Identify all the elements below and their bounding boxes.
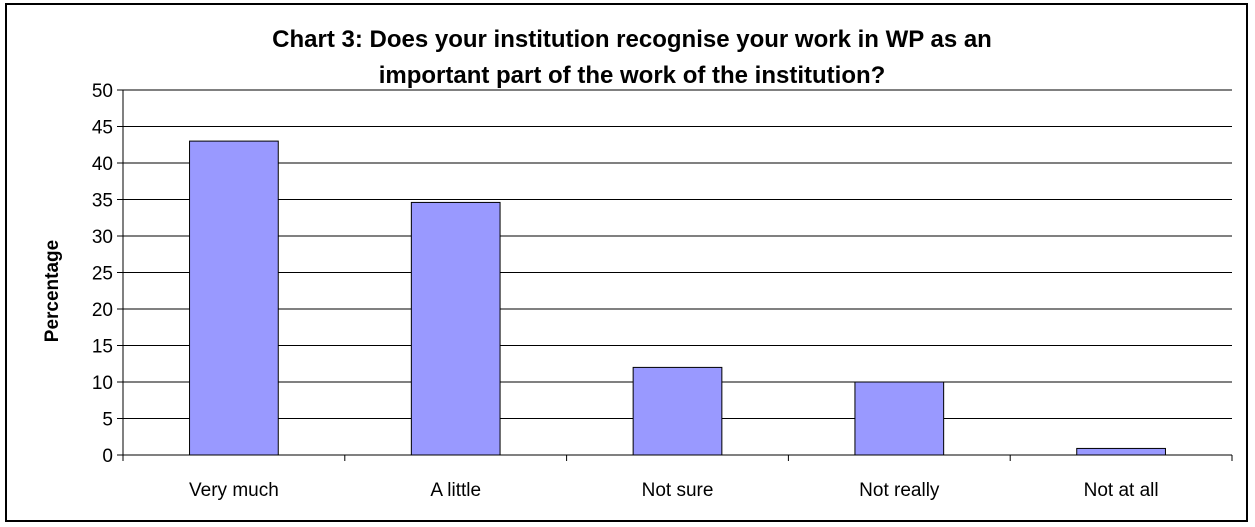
x-category-label: Not sure [642,480,714,501]
bar [632,366,723,456]
x-category-label: Very much [189,480,279,501]
chart-title-line-2: important part of the work of the instit… [379,62,886,89]
x-category-label: A little [430,480,481,501]
y-tick-label: 15 [92,337,113,358]
y-tick-label: 40 [92,154,113,175]
y-tick-labels: 0 5 10 15 20 25 30 35 40 45 50 [92,81,113,467]
axes [117,89,1233,461]
bar [854,381,945,456]
gridlines [123,89,1232,419]
y-tick-label: 10 [92,373,113,394]
y-tick-label: 30 [92,227,113,248]
y-tick-label: 50 [92,81,113,102]
y-tick-label: 45 [92,118,113,139]
chart-title: Chart 3: Does your institution recognise… [272,26,992,89]
y-tick-label: 5 [102,410,113,431]
y-tick-label: 35 [92,191,113,212]
chart-title-line-1: Chart 3: Does your institution recognise… [272,26,992,53]
bar [189,140,279,456]
bar [1076,447,1166,456]
bar [410,201,501,456]
y-tick-label: 0 [102,446,113,467]
x-category-label: Not really [859,480,940,501]
x-category-label: Not at all [1084,480,1159,501]
y-axis-label: Percentage [42,240,63,342]
y-tick-label: 20 [92,300,113,321]
y-tick-label: 25 [92,264,113,285]
x-category-labels: Very much A little Not sure Not really Not a… [189,480,1159,501]
bars [189,140,1166,456]
